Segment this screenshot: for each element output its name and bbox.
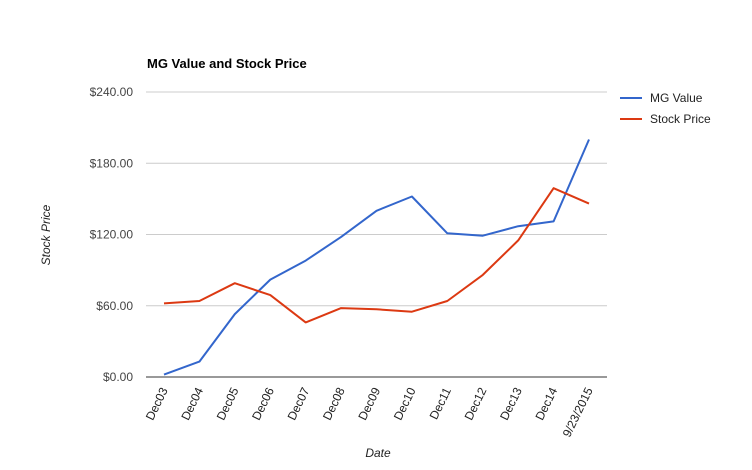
gridlines (146, 91, 607, 378)
series-line-stock-price (163, 187, 590, 324)
y-tick-label: $0.00 (103, 370, 133, 384)
legend-label: MG Value (650, 91, 703, 105)
series-line-mg-value (163, 139, 590, 376)
y-axis-ticks: $0.00 $60.00 $120.00 $180.00 $240.00 (90, 85, 134, 384)
y-tick-label: $120.00 (90, 228, 134, 242)
legend-label: Stock Price (650, 112, 711, 126)
y-axis-title: Stock Price (39, 204, 53, 265)
legend: MG Value Stock Price (620, 91, 711, 126)
y-tick-label: $240.00 (90, 85, 134, 99)
x-axis-title: Date (365, 446, 391, 460)
chart-title: MG Value and Stock Price (147, 56, 307, 71)
y-tick-label: $180.00 (90, 156, 134, 170)
series-lines (163, 139, 590, 376)
y-tick-label: $60.00 (96, 299, 133, 313)
